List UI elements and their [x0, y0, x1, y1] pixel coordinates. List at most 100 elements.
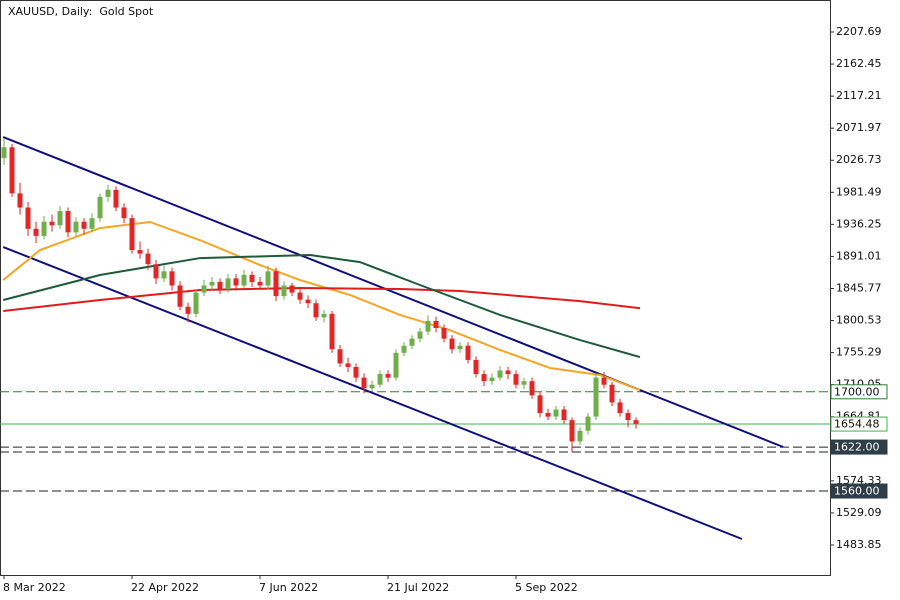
candle-body — [81, 221, 87, 229]
price-label-box — [830, 439, 888, 455]
candle-body — [145, 253, 151, 265]
candle-body — [281, 285, 287, 297]
candle-body — [617, 402, 623, 414]
candle-body — [321, 313, 327, 318]
candle-body — [9, 147, 15, 194]
candle-body — [113, 189, 119, 208]
candle-body — [257, 281, 263, 286]
y-tick-label: 2071.97 — [836, 121, 882, 134]
y-tick-label: 2162.45 — [836, 57, 882, 70]
plot-frame — [0, 0, 831, 576]
y-tick-label: 2207.69 — [836, 25, 882, 38]
price-label: 1560.00 — [834, 485, 880, 498]
candle-body — [1, 147, 7, 158]
candle-body — [41, 221, 47, 236]
candle-body — [497, 370, 503, 378]
candle-body — [433, 320, 439, 329]
candle-body — [425, 320, 431, 332]
candle-body — [417, 331, 423, 339]
y-tick-label: 1755.29 — [836, 346, 882, 359]
y-tick-label: 1981.49 — [836, 185, 882, 198]
candle-body — [17, 193, 23, 208]
candle-body — [33, 228, 39, 236]
candle-body — [137, 250, 143, 254]
candle-body — [225, 278, 231, 290]
candle-body — [529, 381, 535, 396]
candle-body — [25, 207, 31, 229]
candle-body — [521, 381, 527, 385]
candle-body — [553, 409, 559, 417]
candle-body — [593, 377, 599, 417]
candle-body — [625, 413, 631, 421]
x-tick-label: 5 Sep 2022 — [515, 581, 578, 594]
moving-average — [2, 254, 641, 359]
candle-body — [353, 366, 359, 378]
candle-body — [65, 211, 71, 233]
candle-body — [121, 207, 127, 219]
candle-body — [185, 306, 191, 314]
candle-body — [457, 345, 463, 350]
candle-body — [401, 345, 407, 353]
candle-body — [337, 349, 343, 364]
x-tick-label: 21 Jul 2022 — [387, 581, 449, 594]
candle-body — [449, 338, 455, 350]
y-tick-label: 1483.85 — [836, 538, 882, 551]
candle-body — [49, 221, 55, 226]
candle-body — [577, 430, 583, 442]
candle-body — [385, 374, 391, 378]
candle-body — [473, 359, 479, 375]
candle-body — [249, 274, 255, 282]
price-label-box — [830, 483, 888, 499]
x-tick-label: 7 Jun 2022 — [259, 581, 318, 594]
candle-body — [105, 189, 111, 197]
price-label-box — [830, 384, 888, 400]
candle-body — [289, 285, 295, 293]
x-tick-label: 22 Apr 2022 — [131, 581, 199, 594]
moving-average — [3, 286, 641, 313]
candle-body — [489, 377, 495, 382]
candle-body — [585, 416, 591, 431]
candle-body — [513, 374, 519, 385]
candle-body — [89, 218, 95, 229]
candle-body — [377, 374, 383, 385]
y-tick-label: 1529.09 — [836, 506, 882, 519]
candle-body — [545, 413, 551, 417]
candle-body — [209, 281, 215, 286]
x-tick-label: 8 Mar 2022 — [3, 581, 66, 594]
candle-body — [233, 278, 239, 286]
candle-body — [169, 271, 175, 286]
candle-body — [193, 292, 199, 314]
candle-body — [361, 377, 367, 389]
candle-body — [409, 338, 415, 346]
candle-body — [201, 285, 207, 293]
candle-body — [441, 328, 447, 339]
candle-body — [537, 395, 543, 414]
candle-body — [297, 292, 303, 300]
candle-body — [465, 345, 471, 360]
candle-body — [601, 377, 607, 385]
candle-body — [569, 420, 575, 442]
candle-body — [561, 409, 567, 421]
candle-body — [481, 374, 487, 382]
price-label: 1654.48 — [834, 418, 880, 431]
candle-body — [161, 271, 167, 279]
y-tick-label: 1936.25 — [836, 217, 882, 230]
candle-body — [129, 218, 135, 251]
candle-body — [633, 420, 639, 424]
trend-line — [2, 246, 743, 540]
candle-body — [313, 303, 319, 318]
y-tick-label: 1800.53 — [836, 314, 882, 327]
candle-body — [369, 384, 375, 389]
price-label-box — [830, 416, 888, 432]
candle-body — [609, 384, 615, 403]
candle-body — [177, 285, 183, 307]
price-label: 1622.00 — [834, 441, 880, 454]
candle-body — [241, 274, 247, 286]
y-tick-label: 1891.01 — [836, 249, 882, 262]
candle-body — [57, 211, 63, 226]
candle-body — [265, 271, 271, 286]
y-tick-label: 2026.73 — [836, 153, 882, 166]
y-tick-label: 1845.77 — [836, 281, 882, 294]
price-label: 1700.00 — [834, 385, 880, 398]
